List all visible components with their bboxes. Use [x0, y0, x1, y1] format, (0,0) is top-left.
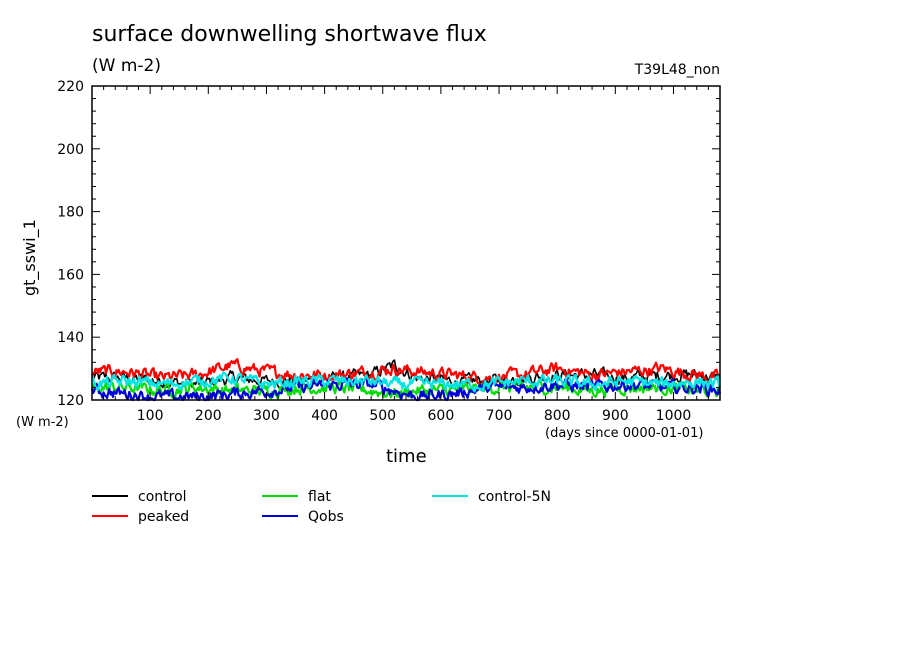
legend-label: Qobs: [308, 509, 344, 525]
legend-label: control: [138, 489, 187, 505]
x-tick-label: 400: [311, 408, 338, 424]
x-tick-label: 1000: [656, 408, 692, 424]
x-tick-label: 800: [544, 408, 571, 424]
x-tick-label: 200: [195, 408, 222, 424]
x-axis-label: time: [386, 446, 427, 467]
y-tick-label: 180: [57, 205, 84, 221]
y-tick-label: 200: [57, 142, 84, 158]
x-tick-label: 700: [486, 408, 513, 424]
run-label: T39L48_non: [634, 62, 720, 78]
legend-label: control-5N: [478, 489, 551, 505]
x-tick-label: 500: [369, 408, 396, 424]
chart-units: (W m-2): [92, 56, 161, 76]
legend-label: flat: [308, 489, 331, 505]
series-line-control-5n: [90, 371, 722, 393]
y-tick-label: 160: [57, 267, 84, 283]
y-tick-label: 140: [57, 330, 84, 346]
chart-title: surface downwelling shortwave flux: [92, 22, 487, 47]
x-tick-label: 300: [253, 408, 280, 424]
x-axis-units: (days since 0000-01-01): [545, 426, 704, 441]
x-tick-label: 900: [602, 408, 629, 424]
legend-label: peaked: [138, 509, 189, 525]
y-tick-label: 120: [57, 393, 84, 409]
x-tick-label: 600: [428, 408, 455, 424]
plot-frame: [91, 85, 721, 401]
y-axis-units: (W m-2): [16, 415, 69, 430]
y-tick-label: 220: [57, 79, 84, 95]
x-tick-label: 100: [137, 408, 164, 424]
